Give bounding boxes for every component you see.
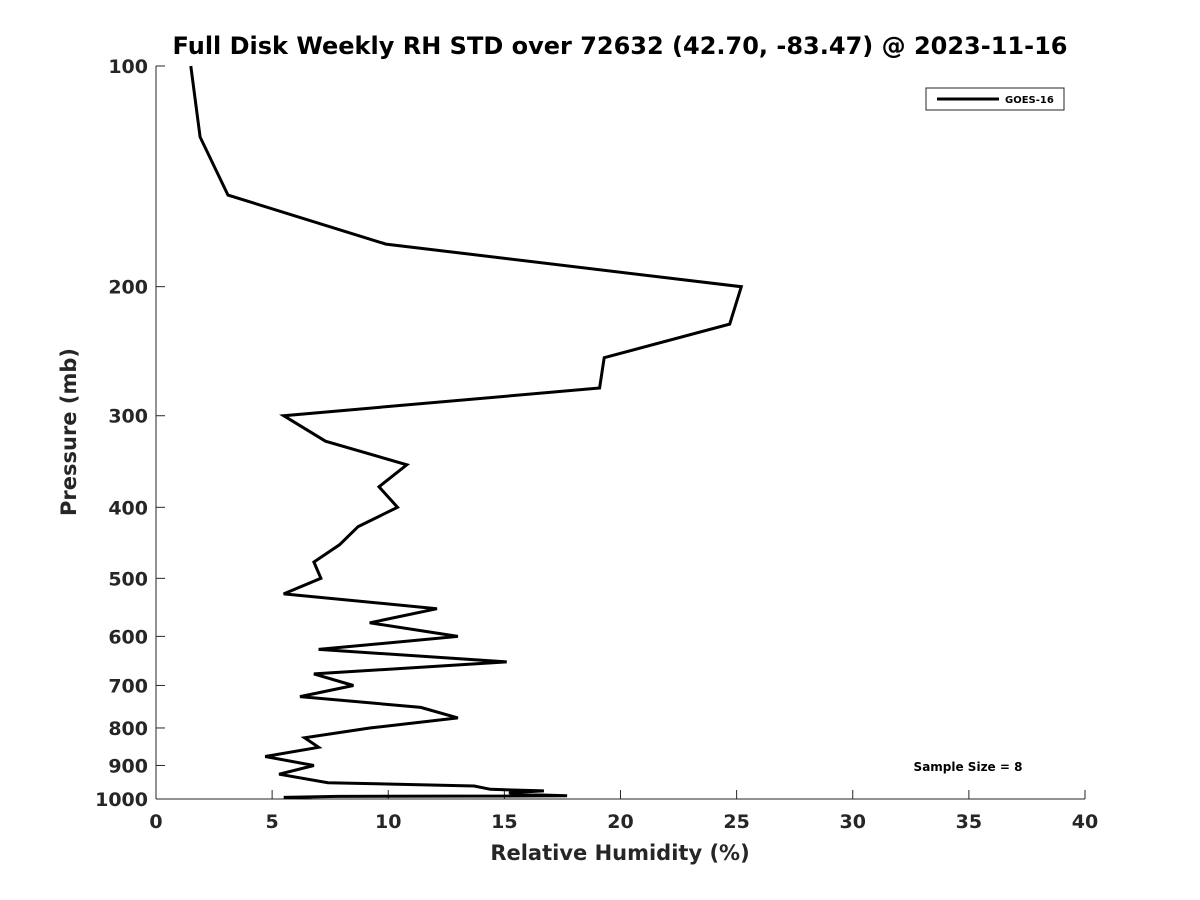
x-axis-label: Relative Humidity (%): [490, 841, 749, 865]
y-ticks: 100 200 300 400 500 600 700 800 900 1000: [95, 56, 165, 811]
x-tick-label: 35: [956, 811, 982, 833]
x-tick-label: 30: [840, 811, 866, 833]
x-tick-label: 5: [266, 811, 279, 833]
x-ticks: 0 5 10 15 20 25 30 35 40: [149, 790, 1098, 833]
plot-background: [156, 66, 1085, 799]
chart-title: Full Disk Weekly RH STD over 72632 (42.7…: [173, 32, 1068, 60]
y-tick-label: 600: [108, 626, 148, 648]
y-tick-label: 100: [108, 56, 148, 78]
y-tick-label: 200: [108, 277, 148, 299]
x-tick-label: 0: [149, 811, 162, 833]
y-tick-label: 900: [108, 755, 148, 777]
sample-size-annotation: Sample Size = 8: [914, 760, 1023, 774]
x-tick-label: 40: [1072, 811, 1098, 833]
y-tick-label: 800: [108, 718, 148, 740]
y-axis-label: Pressure (mb): [57, 348, 81, 516]
legend: GOES-16: [925, 87, 1065, 111]
y-tick-label: 300: [108, 406, 148, 428]
y-tick-label: 400: [108, 497, 148, 519]
y-tick-label: 700: [108, 675, 148, 697]
y-tick-label: 1000: [95, 789, 148, 811]
x-tick-label: 20: [607, 811, 633, 833]
series-goes-16-line: [189, 65, 744, 800]
plot-area: 0 5 10 15 20 25 30 35 40 100 200 300 400 500 600 700 80…: [95, 56, 1098, 833]
x-tick-label: 25: [723, 811, 749, 833]
legend-label-goes-16: GOES-16: [1005, 95, 1054, 106]
x-tick-label: 10: [375, 811, 401, 833]
x-tick-label: 15: [491, 811, 517, 833]
y-tick-label: 500: [108, 568, 148, 590]
